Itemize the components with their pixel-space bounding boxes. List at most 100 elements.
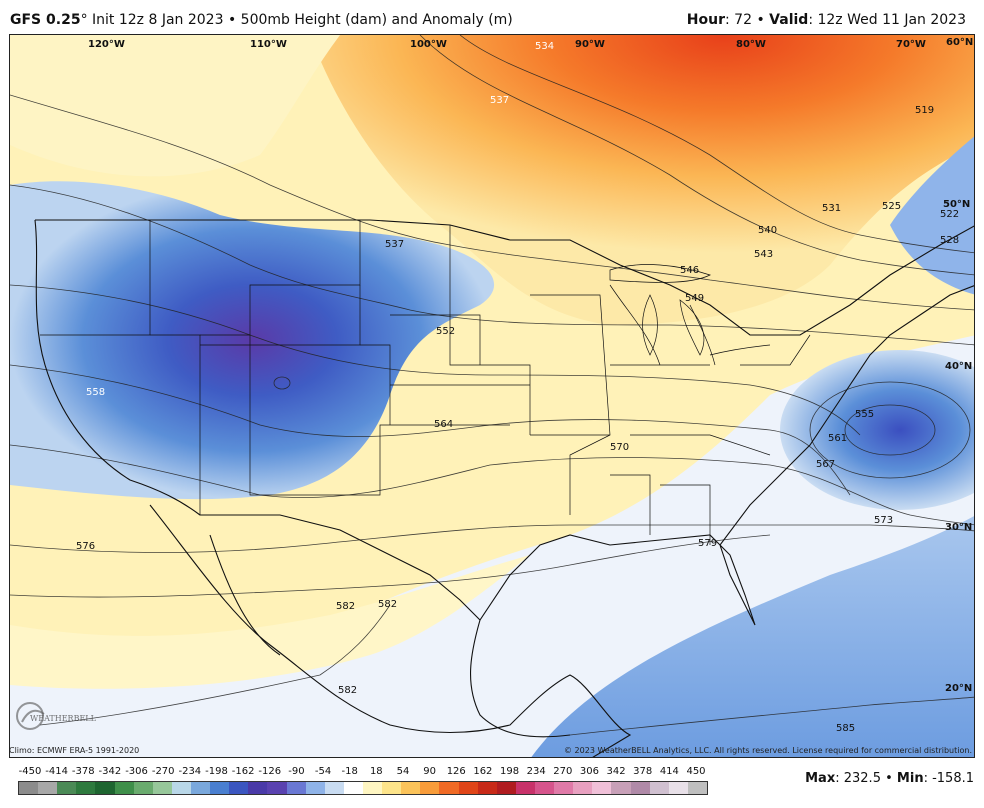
legend-swatch [477, 782, 497, 794]
header-bullet: • [227, 12, 237, 28]
lat-label: 20°N [945, 683, 972, 694]
legend-tick: 198 [499, 766, 520, 777]
legend-swatch [668, 782, 688, 794]
contour-label: 549 [685, 293, 704, 304]
map-panel: 120°W 110°W 100°W 90°W 80°W 70°W 60°N 50… [9, 34, 975, 758]
legend-swatch [496, 782, 516, 794]
contour-label: 531 [822, 203, 841, 214]
legend-swatch [534, 782, 555, 794]
legend-swatch [649, 782, 669, 794]
legend-swatch [343, 782, 363, 794]
legend-swatch [248, 782, 268, 794]
contour-label: 540 [758, 225, 777, 236]
legend-swatch [573, 782, 593, 794]
contour-label: 564 [434, 419, 453, 430]
legend-swatch [592, 782, 612, 794]
height-contours [10, 35, 974, 736]
legend-swatch [382, 782, 402, 794]
legend-tick: 342 [606, 766, 626, 777]
legend-tick: 450 [686, 766, 706, 777]
contour-value-labels: 534 537 537 519 531 525 522 528 540 543 … [76, 41, 959, 734]
min-value: : -158.1 [923, 771, 974, 786]
legend-tick: -162 [231, 766, 255, 777]
header-right: Hour: 72 • Valid: 12z Wed 11 Jan 2023 [687, 12, 966, 28]
legend-tick: 162 [473, 766, 493, 777]
header: GFS 0.25° Init 12z 8 Jan 2023 • 500mb He… [0, 0, 984, 34]
legend-swatch [19, 782, 39, 794]
legend-swatch [38, 782, 58, 794]
legend-swatch [324, 782, 344, 794]
legend-tick: -234 [178, 766, 202, 777]
legend-tick: 270 [553, 766, 573, 777]
contour-label: 525 [882, 201, 901, 212]
legend-swatch [458, 782, 478, 794]
contour-label: 546 [680, 265, 699, 276]
lakes [609, 264, 771, 356]
contour-label: 558 [86, 387, 105, 398]
weatherbell-logo: WEATHERBELL [16, 702, 96, 730]
lon-label: 90°W [575, 39, 605, 50]
contour-label: 528 [940, 235, 959, 246]
legend-tick: 234 [526, 766, 546, 777]
legend-tick: -450 [18, 766, 42, 777]
legend-swatch [229, 782, 249, 794]
lon-label: 100°W [410, 39, 447, 50]
legend-swatch [171, 782, 191, 794]
longitude-labels: 120°W 110°W 100°W 90°W 80°W 70°W 60°N [88, 37, 973, 50]
legend-swatch [401, 782, 421, 794]
state-borders [40, 220, 811, 545]
geography-outlines [34, 219, 974, 757]
lon-label: 80°W [736, 39, 766, 50]
contour-label: 537 [490, 95, 509, 106]
anomaly-shading [10, 35, 974, 757]
header-bullet-2: • [756, 12, 765, 28]
legend-tick: -18 [341, 766, 358, 777]
legend-tick: 126 [446, 766, 466, 777]
contour-label: 582 [336, 601, 355, 612]
degree-symbol: ° [80, 12, 88, 28]
legend-tick: -54 [314, 766, 332, 777]
legend-swatch [420, 782, 440, 794]
legend-swatch [630, 782, 650, 794]
legend-tick: -342 [98, 766, 122, 777]
contour-label: 576 [76, 541, 95, 552]
legend-swatch [687, 782, 707, 794]
lat-label-top: 60°N [946, 37, 973, 48]
legend-tick: 54 [396, 766, 410, 777]
legend-swatch [439, 782, 459, 794]
max-value: : 232.5 [835, 771, 881, 786]
legend-tick: -414 [45, 766, 68, 777]
max-min-readout: Max: 232.5 • Min: -158.1 [805, 771, 974, 786]
contour-label: 573 [874, 515, 893, 526]
legend-swatch [133, 782, 153, 794]
contour-label: 570 [610, 442, 629, 453]
legend-swatch [554, 782, 574, 794]
valid-label: Valid [769, 12, 809, 28]
anomaly-legend: -450 -414 -378 -342 -306 -270 -234 -198 -162 -126… [18, 764, 708, 800]
legend-swatch [114, 782, 134, 794]
climo-note: Climo: ECMWF ERA-5 1991-2020 [9, 746, 140, 755]
contour-label: 585 [836, 723, 855, 734]
header-left: GFS 0.25° Init 12z 8 Jan 2023 • 500mb He… [10, 12, 513, 28]
logo-text: WEATHERBELL [30, 714, 96, 723]
legend-tick: 90 [423, 766, 436, 777]
legend-tick-labels: -450 -414 -378 -342 -306 -270 -234 -198 -162 -126… [18, 766, 708, 778]
legend-swatch [95, 782, 115, 794]
hour-label: Hour [686, 12, 726, 28]
legend-swatch [76, 782, 96, 794]
legend-swatch [57, 782, 77, 794]
lat-label: 30°N [945, 522, 972, 533]
max-label: Max [805, 771, 836, 786]
stats-bullet: • [885, 771, 893, 786]
lon-label: 70°W [896, 39, 926, 50]
init-time: Init 12z 8 Jan 2023 [92, 12, 224, 28]
contour-label: 537 [385, 239, 404, 250]
legend-swatch [515, 782, 535, 794]
min-label: Min [896, 771, 924, 786]
lat-label: 40°N [945, 361, 972, 372]
legend-swatch [611, 782, 631, 794]
legend-tick: -270 [151, 766, 175, 777]
contour-label: 582 [378, 599, 397, 610]
legend-tick: -378 [71, 766, 95, 777]
lat-label: 50°N [943, 199, 970, 210]
